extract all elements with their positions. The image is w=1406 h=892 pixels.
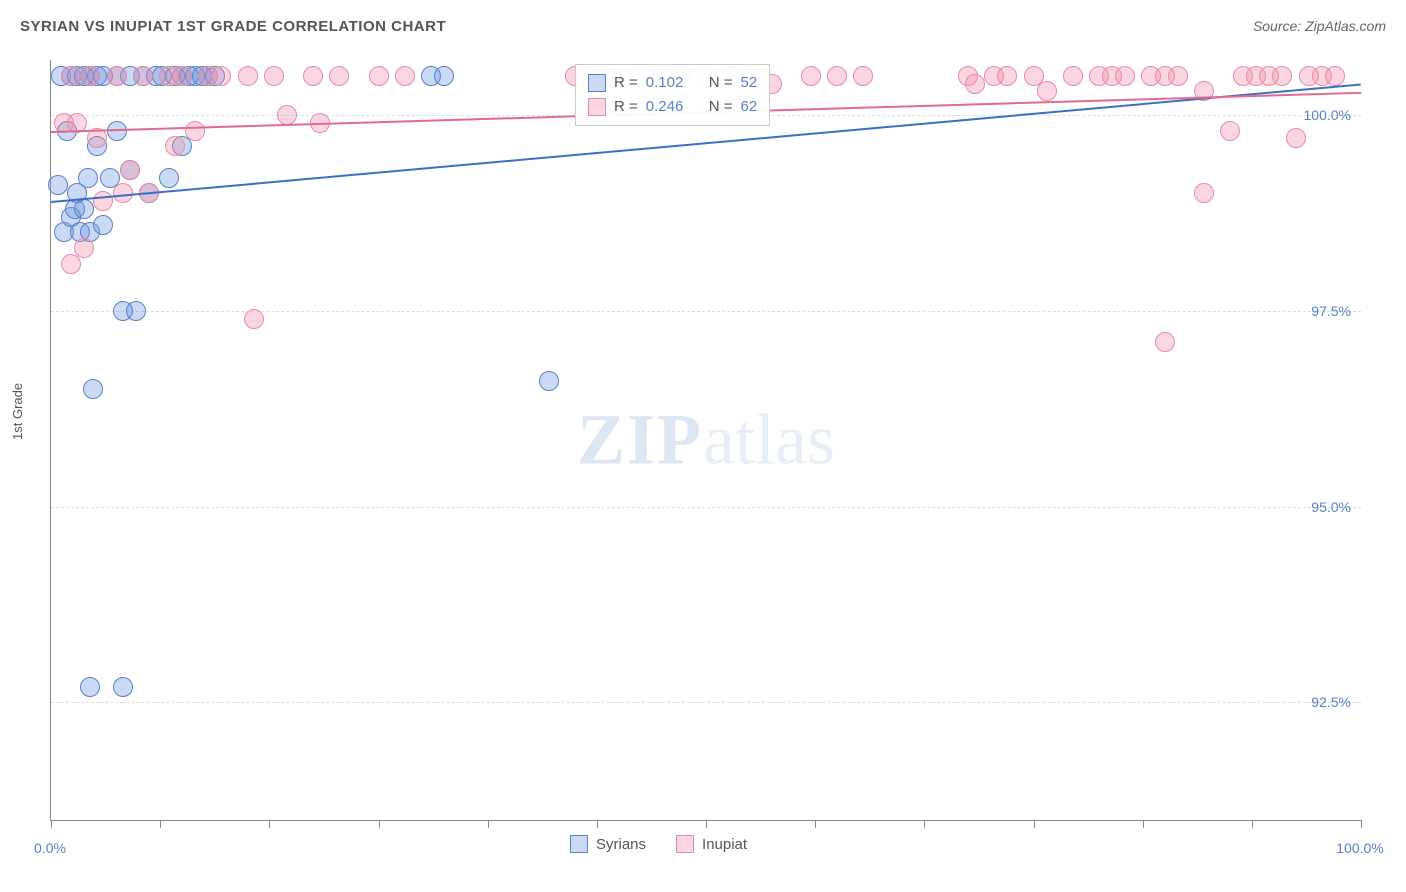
bottom-legend: Syrians Inupiat [570, 835, 747, 853]
scatter-point [172, 66, 192, 86]
ytick-label: 100.0% [1304, 107, 1351, 123]
ytick-label: 97.5% [1311, 303, 1351, 319]
scatter-point [120, 160, 140, 180]
scatter-point [801, 66, 821, 86]
scatter-point [61, 254, 81, 274]
xtick [488, 820, 489, 828]
scatter-point [965, 74, 985, 94]
legend-swatch [588, 74, 606, 92]
scatter-point [1194, 183, 1214, 203]
scatter-point [1220, 121, 1240, 141]
scatter-point [277, 105, 297, 125]
ytick-label: 95.0% [1311, 499, 1351, 515]
scatter-point [126, 301, 146, 321]
scatter-point [1063, 66, 1083, 86]
source-label: Source: ZipAtlas.com [1253, 18, 1386, 34]
scatter-point [185, 121, 205, 141]
legend-r-label: R = [614, 95, 638, 119]
legend-r-value: 0.102 [646, 71, 701, 95]
scatter-point [107, 66, 127, 86]
scatter-point [1168, 66, 1188, 86]
legend-swatch [588, 98, 606, 116]
xtick [1034, 820, 1035, 828]
xtick [815, 820, 816, 828]
xtick [924, 820, 925, 828]
scatter-point [329, 66, 349, 86]
scatter-point [133, 66, 153, 86]
bottom-legend-label: Inupiat [702, 836, 747, 853]
scatter-point [853, 66, 873, 86]
scatter-point [165, 136, 185, 156]
scatter-point [74, 238, 94, 258]
scatter-point [1286, 128, 1306, 148]
scatter-point [369, 66, 389, 86]
scatter-point [1115, 66, 1135, 86]
legend-box: R = 0.102 N = 52 R = 0.246 N = 62 [575, 64, 770, 126]
scatter-point [303, 66, 323, 86]
xtick [379, 820, 380, 828]
legend-n-value: 52 [741, 71, 758, 95]
scatter-point [61, 66, 81, 86]
legend-n-value: 62 [741, 95, 758, 119]
plot-area: ZIPatlas 92.5% 95.0% 97.5% 100.0% R = 0.102 N … [50, 60, 1361, 821]
scatter-point [159, 168, 179, 188]
scatter-point [539, 371, 559, 391]
scatter-point [238, 66, 258, 86]
xtick [1361, 820, 1362, 828]
xtick [706, 820, 707, 828]
scatter-point [1272, 66, 1292, 86]
watermark: ZIPatlas [577, 399, 835, 482]
bottom-legend-label: Syrians [596, 836, 646, 853]
xtick [1143, 820, 1144, 828]
scatter-point [1037, 81, 1057, 101]
scatter-point [264, 66, 284, 86]
xtick [1252, 820, 1253, 828]
scatter-point [827, 66, 847, 86]
watermark-light: atlas [703, 400, 835, 480]
scatter-point [80, 677, 100, 697]
scatter-point [113, 677, 133, 697]
scatter-point [1155, 332, 1175, 352]
scatter-point [997, 66, 1017, 86]
scatter-point [80, 66, 100, 86]
scatter-point [93, 191, 113, 211]
xtick-label-max: 100.0% [1336, 840, 1383, 856]
scatter-point [93, 215, 113, 235]
scatter-point [244, 309, 264, 329]
legend-n-label: N = [709, 71, 733, 95]
scatter-point [395, 66, 415, 86]
legend-row: R = 0.102 N = 52 [588, 71, 757, 95]
xtick-label-min: 0.0% [34, 840, 66, 856]
legend-r-value: 0.246 [646, 95, 701, 119]
scatter-point [83, 379, 103, 399]
y-axis-label: 1st Grade [10, 383, 25, 440]
scatter-point [48, 175, 68, 195]
gridline [51, 507, 1361, 508]
legend-swatch [570, 835, 588, 853]
xtick [51, 820, 52, 828]
watermark-bold: ZIP [577, 400, 703, 480]
ytick-label: 92.5% [1311, 694, 1351, 710]
legend-row: R = 0.246 N = 62 [588, 95, 757, 119]
gridline [51, 702, 1361, 703]
scatter-point [1325, 66, 1345, 86]
bottom-legend-item: Syrians [570, 835, 646, 853]
bottom-legend-item: Inupiat [676, 835, 747, 853]
scatter-point [211, 66, 231, 86]
xtick [160, 820, 161, 828]
scatter-point [434, 66, 454, 86]
legend-r-label: R = [614, 71, 638, 95]
xtick [269, 820, 270, 828]
chart-title: SYRIAN VS INUPIAT 1ST GRADE CORRELATION … [20, 18, 446, 35]
legend-swatch [676, 835, 694, 853]
legend-n-label: N = [709, 95, 733, 119]
scatter-point [74, 199, 94, 219]
xtick [597, 820, 598, 828]
scatter-point [78, 168, 98, 188]
